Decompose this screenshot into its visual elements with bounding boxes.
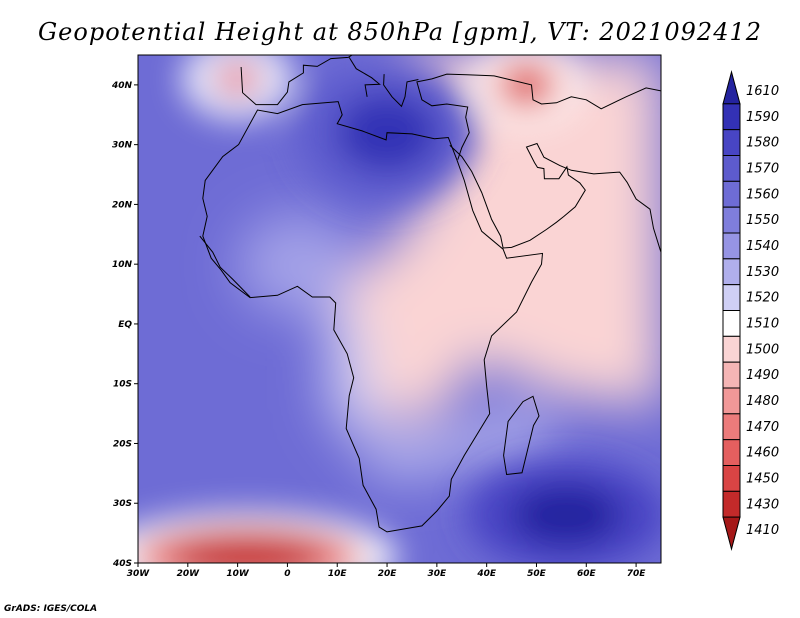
chart-title: Geopotential Height at 850hPa [gpm], VT:…: [38, 18, 762, 46]
colorbar: 1610 1590 1580 1570 1560 1550 1540 1530 1520 1510…: [722, 70, 779, 551]
colorbar-label: 1530: [746, 265, 779, 280]
colorbar-bottom-arrow: [722, 516, 741, 551]
coast-west-detail: [199, 235, 251, 298]
low-center-1: [182, 55, 293, 119]
colorbar-swatch: [722, 490, 741, 518]
colorbar-swatch: [722, 180, 741, 208]
colorbar-swatch: [722, 361, 741, 389]
colorbar-swatch: [722, 155, 741, 182]
colorbar-label: 1570: [746, 161, 779, 176]
colorbar-label: 1610: [746, 84, 779, 99]
colorbar-swatch: [722, 129, 741, 157]
colorbar-label: 1450: [746, 471, 779, 486]
colorbar-top-arrow: [722, 70, 741, 105]
x-tick-label: 10E: [328, 569, 348, 579]
x-tick-label: 20E: [378, 569, 398, 579]
y-tick-label: 30S: [113, 499, 132, 509]
colorbar-swatch: [722, 413, 741, 441]
colorbar-label: 1590: [746, 110, 779, 125]
y-tick-label: 30N: [112, 141, 133, 151]
high-center-1: [466, 460, 661, 563]
x-tick-label: 60E: [577, 569, 597, 579]
y-tick-label: 10S: [113, 380, 132, 390]
colorbar-label: 1520: [746, 291, 779, 306]
plot-frame: [137, 54, 662, 564]
coast-mideast-north: [416, 73, 661, 160]
x-axis-ticks: 30W 20W 10W 0 10E 20E 30E 40E 50E 60E 70E: [127, 563, 647, 579]
x-tick-label: 30E: [428, 569, 448, 579]
height-field: [138, 55, 661, 563]
x-tick-label: 0: [284, 569, 290, 579]
coast-africa: [202, 101, 544, 533]
coast-arabia: [449, 142, 661, 253]
y-tick-label: 20S: [113, 439, 132, 449]
low-center-0: [138, 512, 398, 563]
colorbar-swatch: [722, 103, 741, 131]
x-tick-label: 30W: [127, 569, 151, 579]
colorbar-swatch: [722, 258, 741, 286]
x-tick-label: 10W: [226, 569, 250, 579]
x-tick-label: 20W: [177, 569, 201, 579]
colorbar-label: 1430: [746, 497, 779, 512]
colorbar-swatch: [722, 335, 741, 363]
colorbar-label: 1460: [746, 446, 779, 461]
grads-credit: GrADS: IGES/COLA: [4, 604, 98, 614]
coast-madagascar: [503, 395, 540, 476]
y-axis-ticks: 40N 30N 20N 10N EQ 10S 20S 30S 40S: [111, 81, 138, 569]
y-tick-label: 40N: [111, 81, 133, 91]
colorbar-swatch: [722, 439, 741, 466]
x-tick-label: 50E: [527, 569, 547, 579]
colorbar-swatch: [722, 387, 741, 415]
colorbar-swatch: [722, 232, 741, 260]
y-tick-label: 40S: [112, 559, 132, 569]
colorbar-swatch: [722, 284, 741, 311]
x-tick-label: 70E: [627, 569, 647, 579]
colorbar-label: 1470: [746, 420, 779, 435]
colorbar-label: 1480: [746, 394, 779, 409]
low-center-2: [471, 55, 582, 125]
coast-iberia: [240, 55, 353, 106]
y-tick-label: EQ: [118, 320, 132, 330]
y-tick-label: 20N: [112, 200, 133, 210]
colorbar-label: 1500: [746, 342, 779, 357]
colorbar-label: 1580: [746, 136, 779, 151]
colorbar-swatch: [722, 206, 741, 234]
coast-italy: [348, 57, 381, 97]
colorbar-label: 1410: [746, 523, 779, 538]
colorbar-label: 1550: [746, 213, 779, 228]
x-tick-label: 40E: [476, 569, 497, 579]
warm-region: [337, 55, 661, 420]
colorbar-label: 1560: [746, 187, 779, 202]
coastlines: [199, 55, 661, 533]
coast-greece: [383, 74, 419, 108]
colorbar-swatch: [722, 465, 741, 492]
colorbar-label: 1540: [746, 239, 779, 254]
y-tick-label: 10N: [112, 260, 133, 270]
colorbar-label: 1490: [746, 368, 779, 383]
colorbar-label: 1510: [746, 316, 779, 331]
colorbar-swatch: [722, 310, 741, 337]
